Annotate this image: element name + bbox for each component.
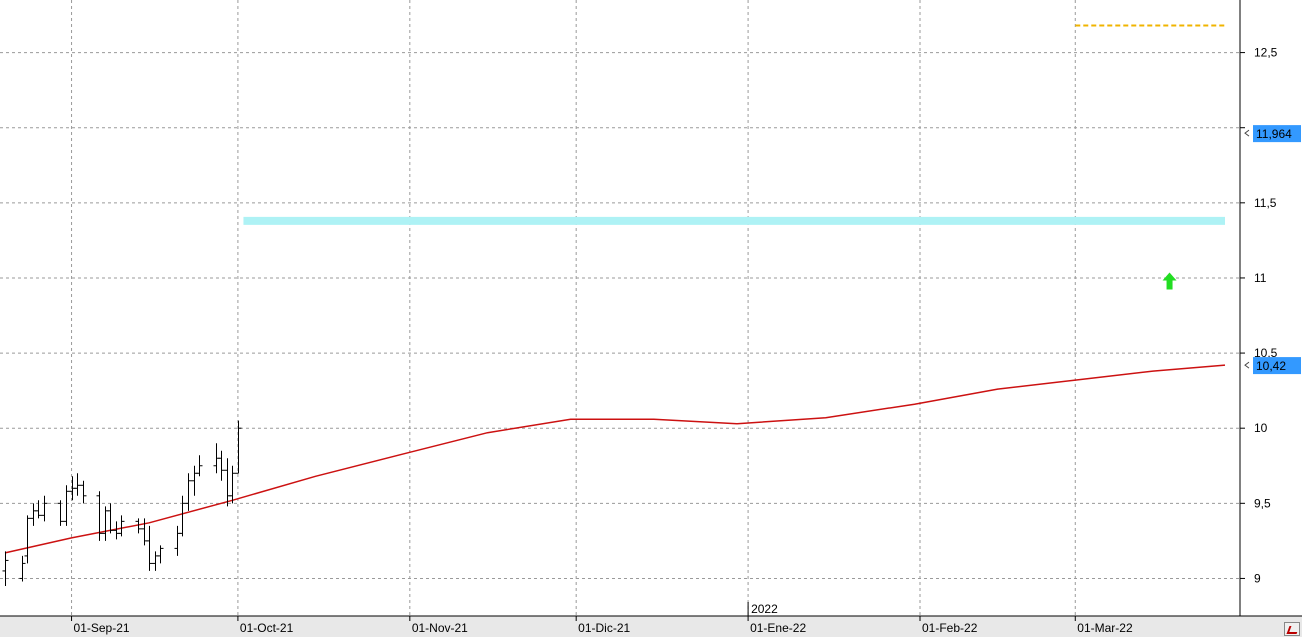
- price-badge: 10,42: [1244, 357, 1301, 375]
- price-badge-label: 11,964: [1256, 127, 1292, 141]
- ohlc-bar: [74, 473, 81, 496]
- x-tick-label: 01-Dic-21: [578, 621, 630, 635]
- ohlc-bar: [152, 551, 159, 571]
- x-axis-strip: [0, 616, 1302, 637]
- ohlc-bar: [179, 495, 186, 537]
- x-tick-label: 01-Oct-21: [240, 621, 294, 635]
- y-tick-label: 12,5: [1254, 46, 1278, 60]
- ohlc-bar: [135, 518, 142, 534]
- price-pointer-icon: [1244, 129, 1250, 137]
- x-tick-label: 01-Sep-21: [74, 621, 130, 635]
- y-tick-label: 9,5: [1254, 496, 1271, 510]
- y-tick-label: 11,5: [1254, 196, 1277, 210]
- moving-average-line: [4, 364, 1226, 554]
- price-pointer-icon: [1244, 361, 1250, 369]
- ohlc-bar: [102, 506, 109, 541]
- price-badge-label: 10,42: [1256, 359, 1286, 373]
- ohlc-bar: [196, 455, 203, 477]
- y-tick-label: 10: [1254, 421, 1268, 435]
- ohlc-bar: [57, 500, 64, 526]
- year-marker-label: 2022: [751, 602, 778, 616]
- ohlc-bar: [19, 555, 26, 582]
- x-tick-label: 01-Mar-22: [1077, 621, 1133, 635]
- ohlc-bar: [2, 551, 9, 586]
- ohlc-bar: [218, 450, 225, 481]
- ohlc-bar: [107, 503, 114, 534]
- y-tick-label: 10,5: [1254, 346, 1278, 360]
- y-tick-label: 9: [1254, 571, 1261, 585]
- x-tick-label: 01-Nov-21: [412, 621, 468, 635]
- price-badge: 11,964: [1244, 125, 1301, 143]
- ohlc-bar: [41, 495, 48, 522]
- price-badge-box: [1253, 125, 1301, 143]
- x-tick-label: 01-Feb-22: [922, 621, 978, 635]
- ohlc-bar: [229, 465, 236, 504]
- ohlc-bar: [30, 503, 37, 526]
- ohlc-bar: [191, 465, 198, 496]
- ohlc-bar: [35, 500, 42, 519]
- y-tick-label: 11: [1254, 271, 1267, 285]
- ohlc-bar: [235, 420, 242, 474]
- ohlc-bar: [118, 515, 125, 537]
- price-badge-box: [1253, 357, 1301, 375]
- ohlc-bar: [24, 515, 31, 564]
- ohlc-bar: [146, 525, 153, 571]
- chart-tool-icon[interactable]: [1284, 622, 1300, 636]
- ohlc-bar: [174, 525, 181, 556]
- signal-arrow-icon: [1162, 272, 1177, 290]
- ohlc-bar: [63, 485, 70, 526]
- ohlc-bar: [80, 480, 87, 504]
- ohlc-bar: [224, 458, 231, 507]
- ohlc-bar: [96, 491, 103, 541]
- ohlc-bar: [185, 473, 192, 511]
- ohlc-bar: [157, 545, 164, 564]
- x-tick-label: 01-Ene-22: [750, 621, 806, 635]
- ohlc-bar: [113, 521, 120, 540]
